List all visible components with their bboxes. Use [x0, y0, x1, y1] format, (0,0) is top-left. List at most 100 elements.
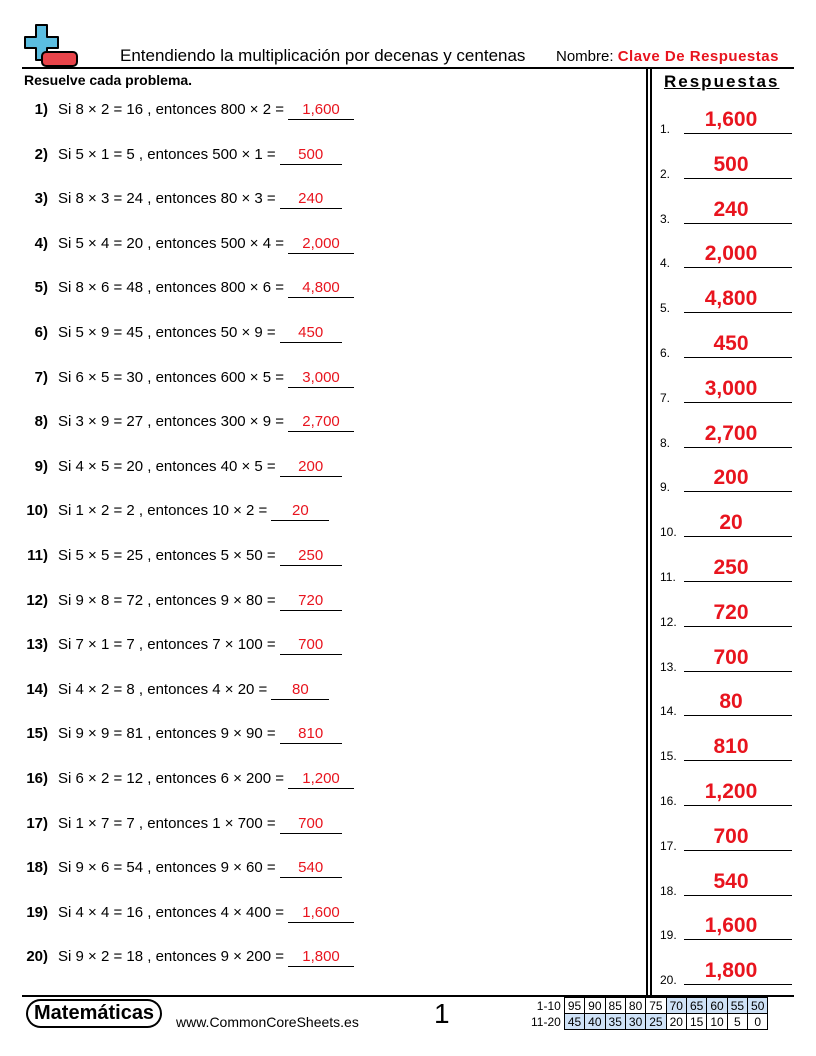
answer-line [684, 581, 792, 582]
answer-blank[interactable]: 20 [271, 502, 330, 522]
answer-key-value: 240 [713, 197, 749, 221]
answer-key-item: 11. 250 [660, 556, 792, 584]
answer-blank[interactable]: 700 [279, 636, 342, 656]
problem-text: Si 6 × 5 = 30 , entonces 600 × 5 = [58, 368, 285, 386]
answer-line [684, 984, 792, 986]
answer-key-item: 7. 3,000 [660, 377, 792, 405]
answer-blank[interactable]: 1,200 [288, 770, 355, 789]
problem-row: 10) Si 1 × 2 = 2 , entonces 10 × 2 = 20 [0, 502, 330, 522]
score-cell: 15 [685, 1013, 708, 1030]
answer-line [684, 760, 792, 762]
answer-blank[interactable]: 3,000 [288, 369, 355, 388]
answer-key-value: 3,000 [704, 376, 758, 400]
problem-number: 19) [26, 903, 48, 921]
answer-key-number: 15. [660, 749, 677, 764]
score-row: 1-10 95 90 85 80 75 70 65 60 55 50 [528, 997, 769, 1014]
answer-blank[interactable]: 540 [279, 859, 342, 879]
answer-key-item: 6. 450 [660, 332, 792, 360]
answer-blank[interactable]: 1,600 [288, 904, 355, 923]
answer-key-item: 4. 2,000 [660, 242, 792, 270]
answer-blank[interactable]: 250 [279, 547, 342, 566]
answer-key-item: 19. 1,600 [660, 914, 792, 942]
answer-blank[interactable]: 80 [271, 681, 330, 700]
plus-minus-logo-icon [24, 24, 78, 67]
answer-blank[interactable]: 240 [279, 190, 342, 210]
answer-line [684, 625, 792, 627]
answer-blank[interactable]: 700 [279, 815, 342, 834]
answer-blank[interactable]: 500 [279, 146, 342, 165]
answer-line [684, 715, 792, 717]
answer-key-number: 5. [660, 301, 671, 316]
answer-key-item: 18. 540 [660, 870, 792, 898]
problem-text: Si 7 × 1 = 7 , entonces 7 × 100 = [58, 636, 276, 654]
answer-key-item: 14. 80 [660, 690, 792, 718]
answer-key-item: 10. 20 [660, 511, 792, 539]
answer-blank[interactable]: 200 [279, 458, 342, 477]
score-cell: 0 [747, 1013, 769, 1030]
answer-key-item: 1. 1,600 [660, 108, 792, 136]
answer-blank[interactable]: 2,700 [288, 413, 355, 433]
answer-key-item: 12. 720 [660, 601, 792, 629]
problem-number: 17) [26, 814, 48, 832]
answer-key-item: 20. 1,800 [660, 959, 792, 987]
answer-key-value: 700 [713, 645, 749, 669]
answer-blank[interactable]: 1,800 [288, 948, 355, 968]
problem-number: 3) [34, 190, 48, 208]
answer-line [684, 446, 792, 448]
problem-row: 12) Si 9 × 8 = 72 , entonces 9 × 80 = 720 [0, 592, 342, 612]
problem-number: 20) [26, 948, 48, 966]
answer-blank[interactable]: 4,800 [288, 279, 355, 299]
problem-number: 4) [34, 234, 48, 252]
header-divider [22, 67, 794, 69]
site-url: www.CommonCoreSheets.es [176, 1014, 359, 1030]
score-cell: 35 [604, 1013, 626, 1030]
score-cell: 85 [604, 997, 626, 1014]
answer-key-value: 500 [713, 152, 749, 176]
answer-key-item: 13. 700 [660, 646, 792, 674]
answer-line [684, 133, 792, 134]
answer-blank[interactable]: 450 [279, 324, 342, 343]
answer-key-number: 11. [660, 570, 676, 584]
name-field: Nombre: Clave De Respuestas [556, 48, 779, 65]
score-cell: 10 [706, 1013, 728, 1030]
answer-blank[interactable]: 2,000 [288, 235, 355, 254]
problem-row: 11) Si 5 × 5 = 25 , entonces 5 × 50 = 250 [0, 547, 342, 567]
answer-key-number: 6. [660, 346, 671, 360]
answer-line [684, 491, 792, 493]
answer-key-number: 16. [660, 794, 677, 808]
problem-row: 19) Si 4 × 4 = 16 , entonces 4 × 400 = 1,6… [0, 903, 355, 924]
answer-line [684, 805, 792, 806]
answer-key-value: 2,700 [704, 421, 758, 445]
problem-text: Si 9 × 6 = 54 , entonces 9 × 60 = [58, 859, 276, 877]
score-cell: 20 [665, 1013, 687, 1030]
problem-text: Si 4 × 4 = 16 , entonces 4 × 400 = [58, 903, 285, 921]
problem-number: 2) [34, 145, 48, 163]
answer-key-item: 5. 4,800 [660, 287, 792, 315]
score-cell: 75 [645, 997, 667, 1014]
score-cell: 30 [624, 1013, 647, 1030]
score-cell: 70 [665, 997, 687, 1014]
problem-number: 7) [34, 368, 48, 386]
worksheet-title: Entendiendo la multiplicación por decena… [120, 46, 526, 65]
answer-key-item: 16. 1,200 [660, 780, 792, 808]
problem-row: 1) Si 8 × 2 = 16 , entonces 800 × 2 = 1,60… [0, 101, 355, 121]
answer-blank[interactable]: 810 [279, 725, 342, 745]
answer-key-value: 700 [713, 824, 749, 848]
problem-row: 7) Si 6 × 5 = 30 , entonces 600 × 5 = 3,00… [0, 368, 355, 389]
problem-row: 2) Si 5 × 1 = 5 , entonces 500 × 1 = 500 [0, 146, 342, 166]
answer-key-number: 8. [660, 435, 671, 450]
problem-number: 14) [26, 680, 48, 698]
answer-key-number: 3. [660, 211, 671, 226]
score-cell: 95 [563, 997, 586, 1014]
answer-key-value: 1,600 [704, 914, 758, 938]
score-row-label: 1-10 [536, 998, 561, 1013]
answer-key-value: 4,800 [704, 287, 758, 311]
answer-key-number: 2. [660, 166, 671, 181]
answer-key-value: 1,200 [704, 780, 758, 803]
answer-key-value: 810 [713, 735, 749, 759]
problem-text: Si 8 × 2 = 16 , entonces 800 × 2 = [58, 101, 285, 118]
answer-blank[interactable]: 1,600 [288, 101, 355, 120]
answer-blank[interactable]: 720 [279, 592, 342, 611]
answer-key-value: 20 [719, 511, 743, 535]
